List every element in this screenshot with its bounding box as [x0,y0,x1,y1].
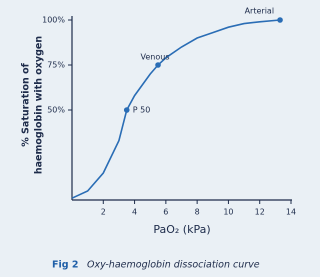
point-label: Arterial [245,7,274,16]
y-axis-label: % Saturation of [21,62,32,146]
x-tick-label: 4 [132,208,137,217]
caption: Oxy-haemoglobin dissociation curve [87,260,260,271]
y-axis-label: haemoglobin with oxygen [34,36,45,174]
point [277,17,283,23]
y-tick-label: 100% [42,16,65,25]
point [155,62,161,68]
x-axis-label: PaO₂ (kPa) [153,223,210,236]
x-tick-label: 12 [255,208,265,217]
x-tick-label: 10 [223,208,233,217]
chart: % Saturation of haemoglobin with oxygen … [21,7,297,271]
x-tick-label: 2 [101,208,106,217]
point-label: P 50 [133,106,151,115]
point [123,107,130,113]
caption-number: Fig 2 [52,260,78,271]
y-tick-label: 50% [47,106,65,115]
curve [71,19,281,199]
x-tick-label: 14 [286,208,296,217]
x-tick-label: 8 [195,208,200,217]
y-tick-label: 75% [47,61,65,70]
x-tick-label: 6 [163,208,168,217]
point-label: Venous [141,53,170,62]
